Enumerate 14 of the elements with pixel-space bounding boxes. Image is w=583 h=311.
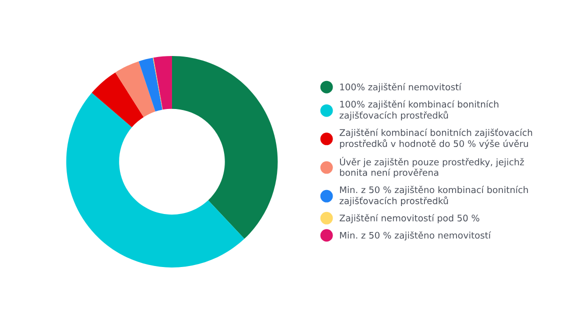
legend-label: Zajištění nemovitostí pod 50 % [340,214,480,224]
legend-label: Zajištění kombinací bonitních zajišťovacích prostředků v hodnotě do 50 % výše úvěru [340,128,532,149]
legend-label: 100% zajištění kombinací bonitních zajišťovacích prostředků [340,100,498,120]
legend-label: Min. z 50 % zajištěno nemovitostí [340,231,492,240]
donut-slice [66,92,244,268]
donut-slice [92,72,144,128]
legend-label: 100% zajištění nemovitostí [340,83,462,92]
legend-label: Úvěr je zajištěn pouze prostředky, jejichž bonita není prověřena [340,156,524,178]
donut-slice [153,56,172,110]
donut-slice [138,58,162,112]
legend-label: Min. z 50 % zajištěno kombinací bonitních zajišťovacích prostředků [340,186,528,206]
donut-slice [115,61,156,118]
donut-slice [152,58,163,110]
donut-slice [172,56,278,239]
